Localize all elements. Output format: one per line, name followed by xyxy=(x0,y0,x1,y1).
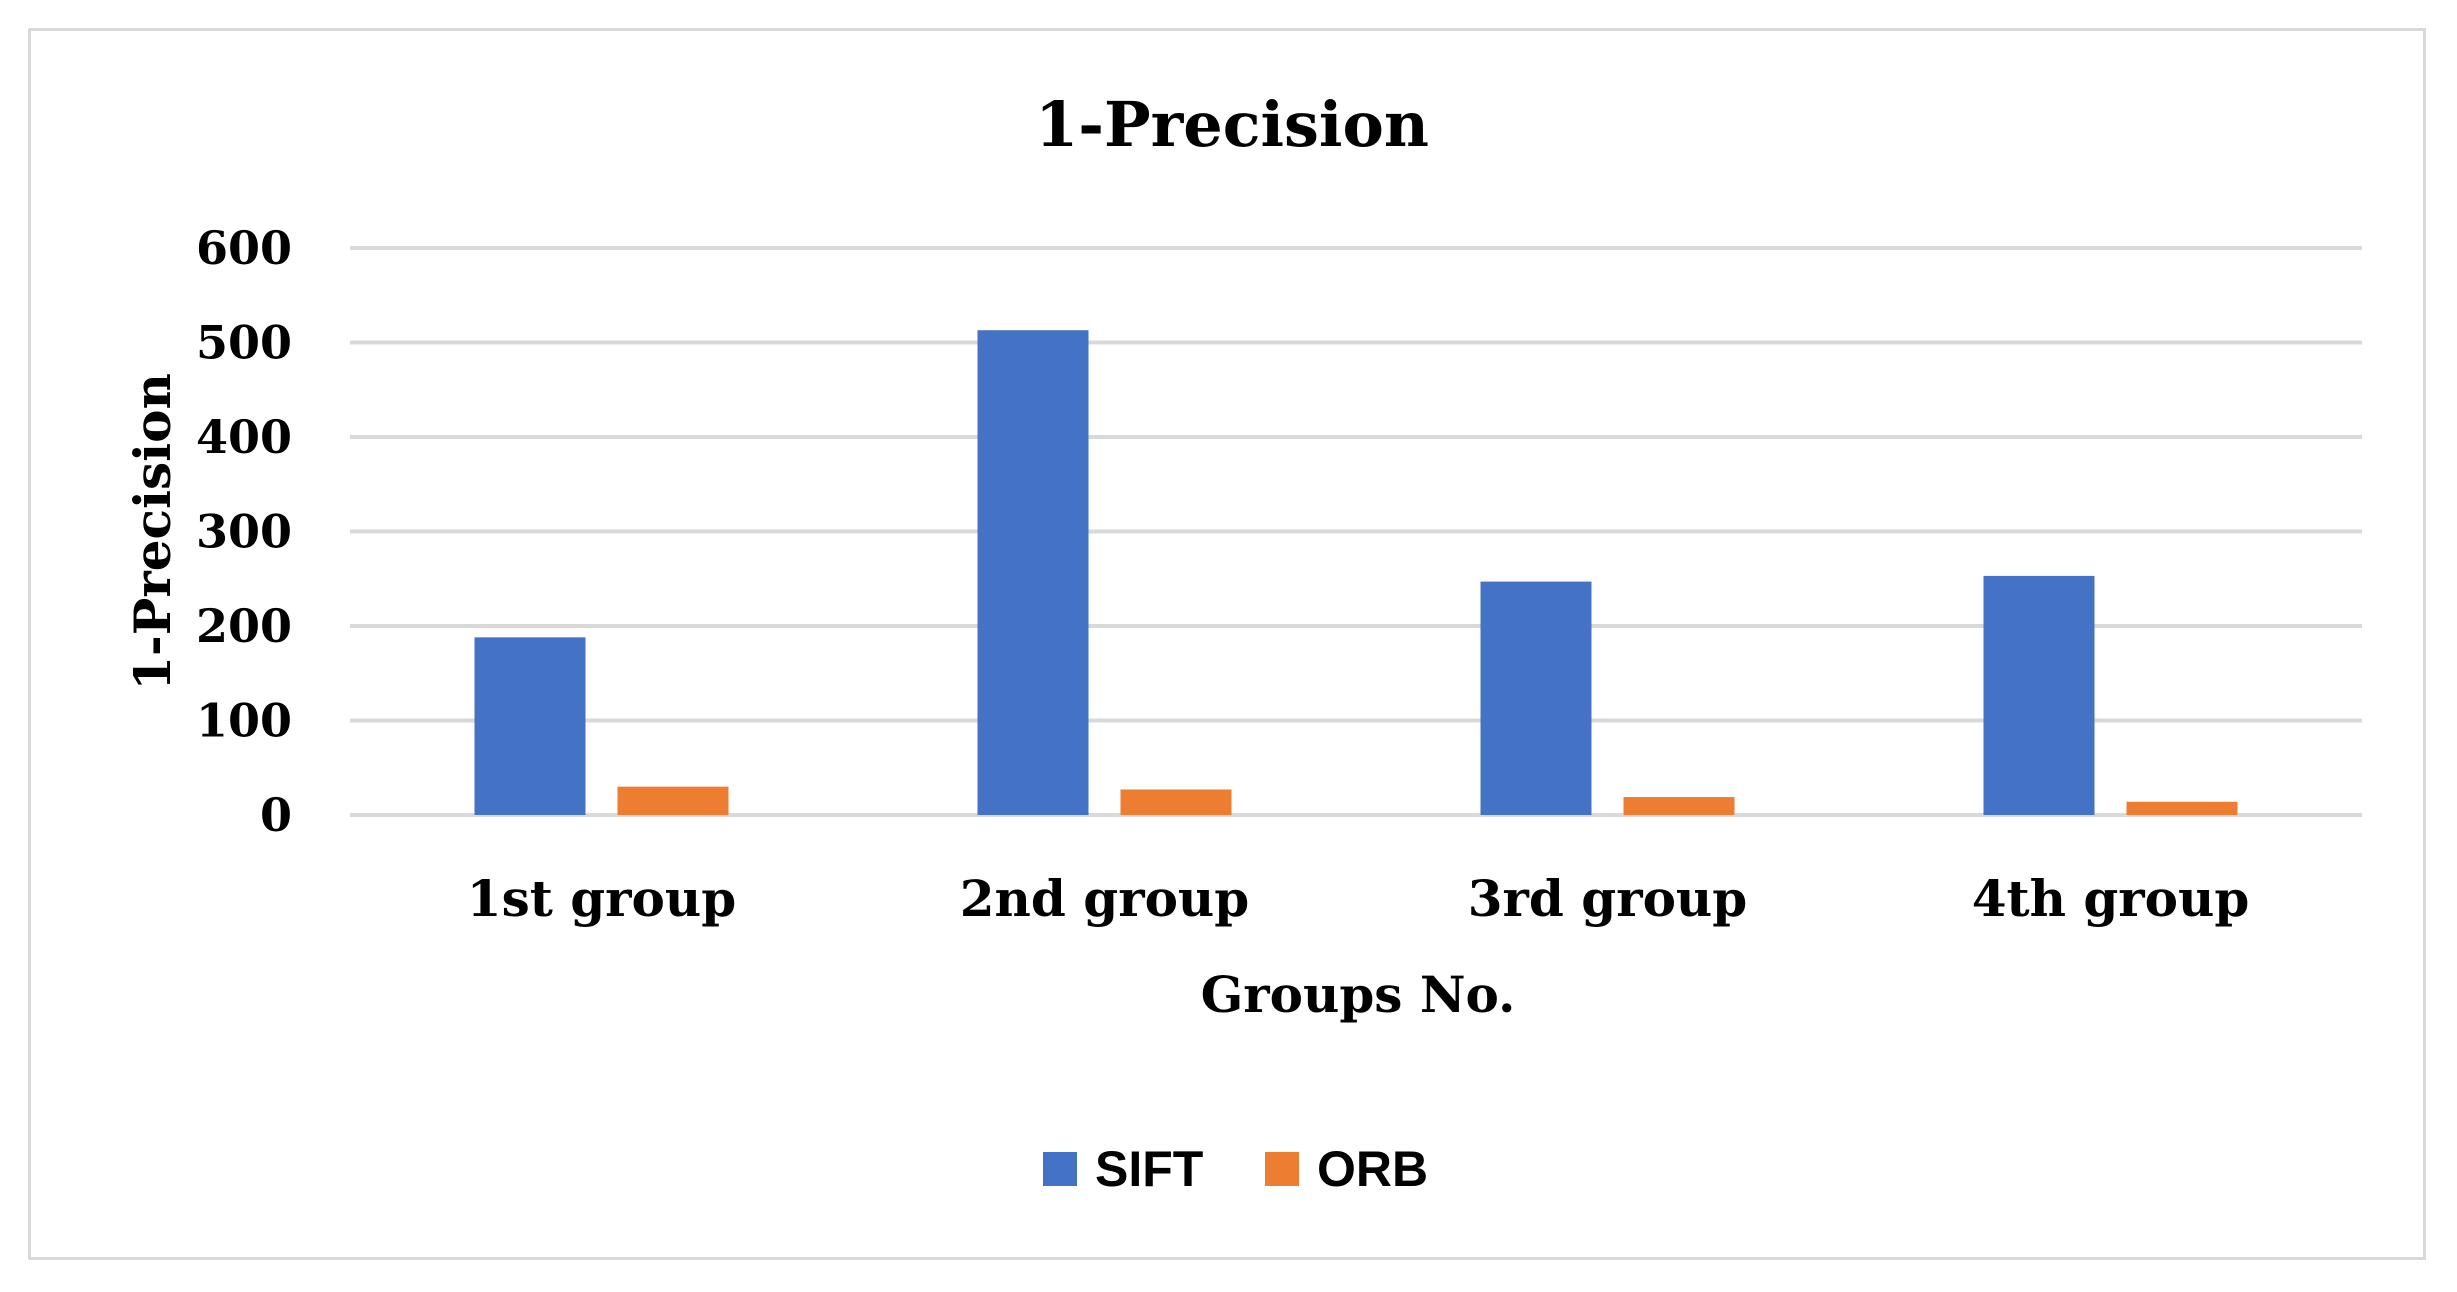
bar-sift-3 xyxy=(1480,581,1592,815)
bar-sift-1 xyxy=(474,637,586,815)
chart-title: 1-Precision xyxy=(1035,88,1429,161)
x-axis-categories: 1st group 2nd group 3rd group 4th group xyxy=(467,869,2250,928)
bar-orb-4 xyxy=(2126,801,2238,815)
legend-swatch-orb xyxy=(1265,1152,1299,1186)
y-tick-label: 600 xyxy=(196,221,292,275)
bar-orb-2 xyxy=(1120,789,1232,815)
x-category-label: 4th group xyxy=(1972,869,2250,928)
x-axis-title: Groups No. xyxy=(1201,965,1516,1024)
bar-orb-3 xyxy=(1623,797,1735,815)
bar-sift-2 xyxy=(977,330,1089,815)
legend-label-sift: SIFT xyxy=(1095,1141,1203,1197)
bars xyxy=(474,330,2238,815)
legend-label-orb: ORB xyxy=(1317,1141,1428,1197)
bar-orb-1 xyxy=(617,786,729,815)
y-tick-label: 400 xyxy=(196,410,292,464)
y-tick-label: 500 xyxy=(196,316,292,370)
y-tick-label: 200 xyxy=(196,599,292,653)
x-category-label: 3rd group xyxy=(1468,869,1747,928)
x-category-label: 2nd group xyxy=(960,869,1249,928)
y-tick-label: 100 xyxy=(196,694,292,748)
legend-swatch-sift xyxy=(1043,1152,1077,1186)
legend: SIFT ORB xyxy=(1043,1141,1428,1197)
y-axis-ticks: 0 100 200 300 400 500 600 xyxy=(196,221,292,842)
y-axis-title: 1-Precision xyxy=(123,373,182,691)
y-tick-label: 0 xyxy=(260,788,292,842)
y-tick-label: 300 xyxy=(196,505,292,559)
x-category-label: 1st group xyxy=(467,869,736,928)
bar-sift-4 xyxy=(1983,575,2095,815)
